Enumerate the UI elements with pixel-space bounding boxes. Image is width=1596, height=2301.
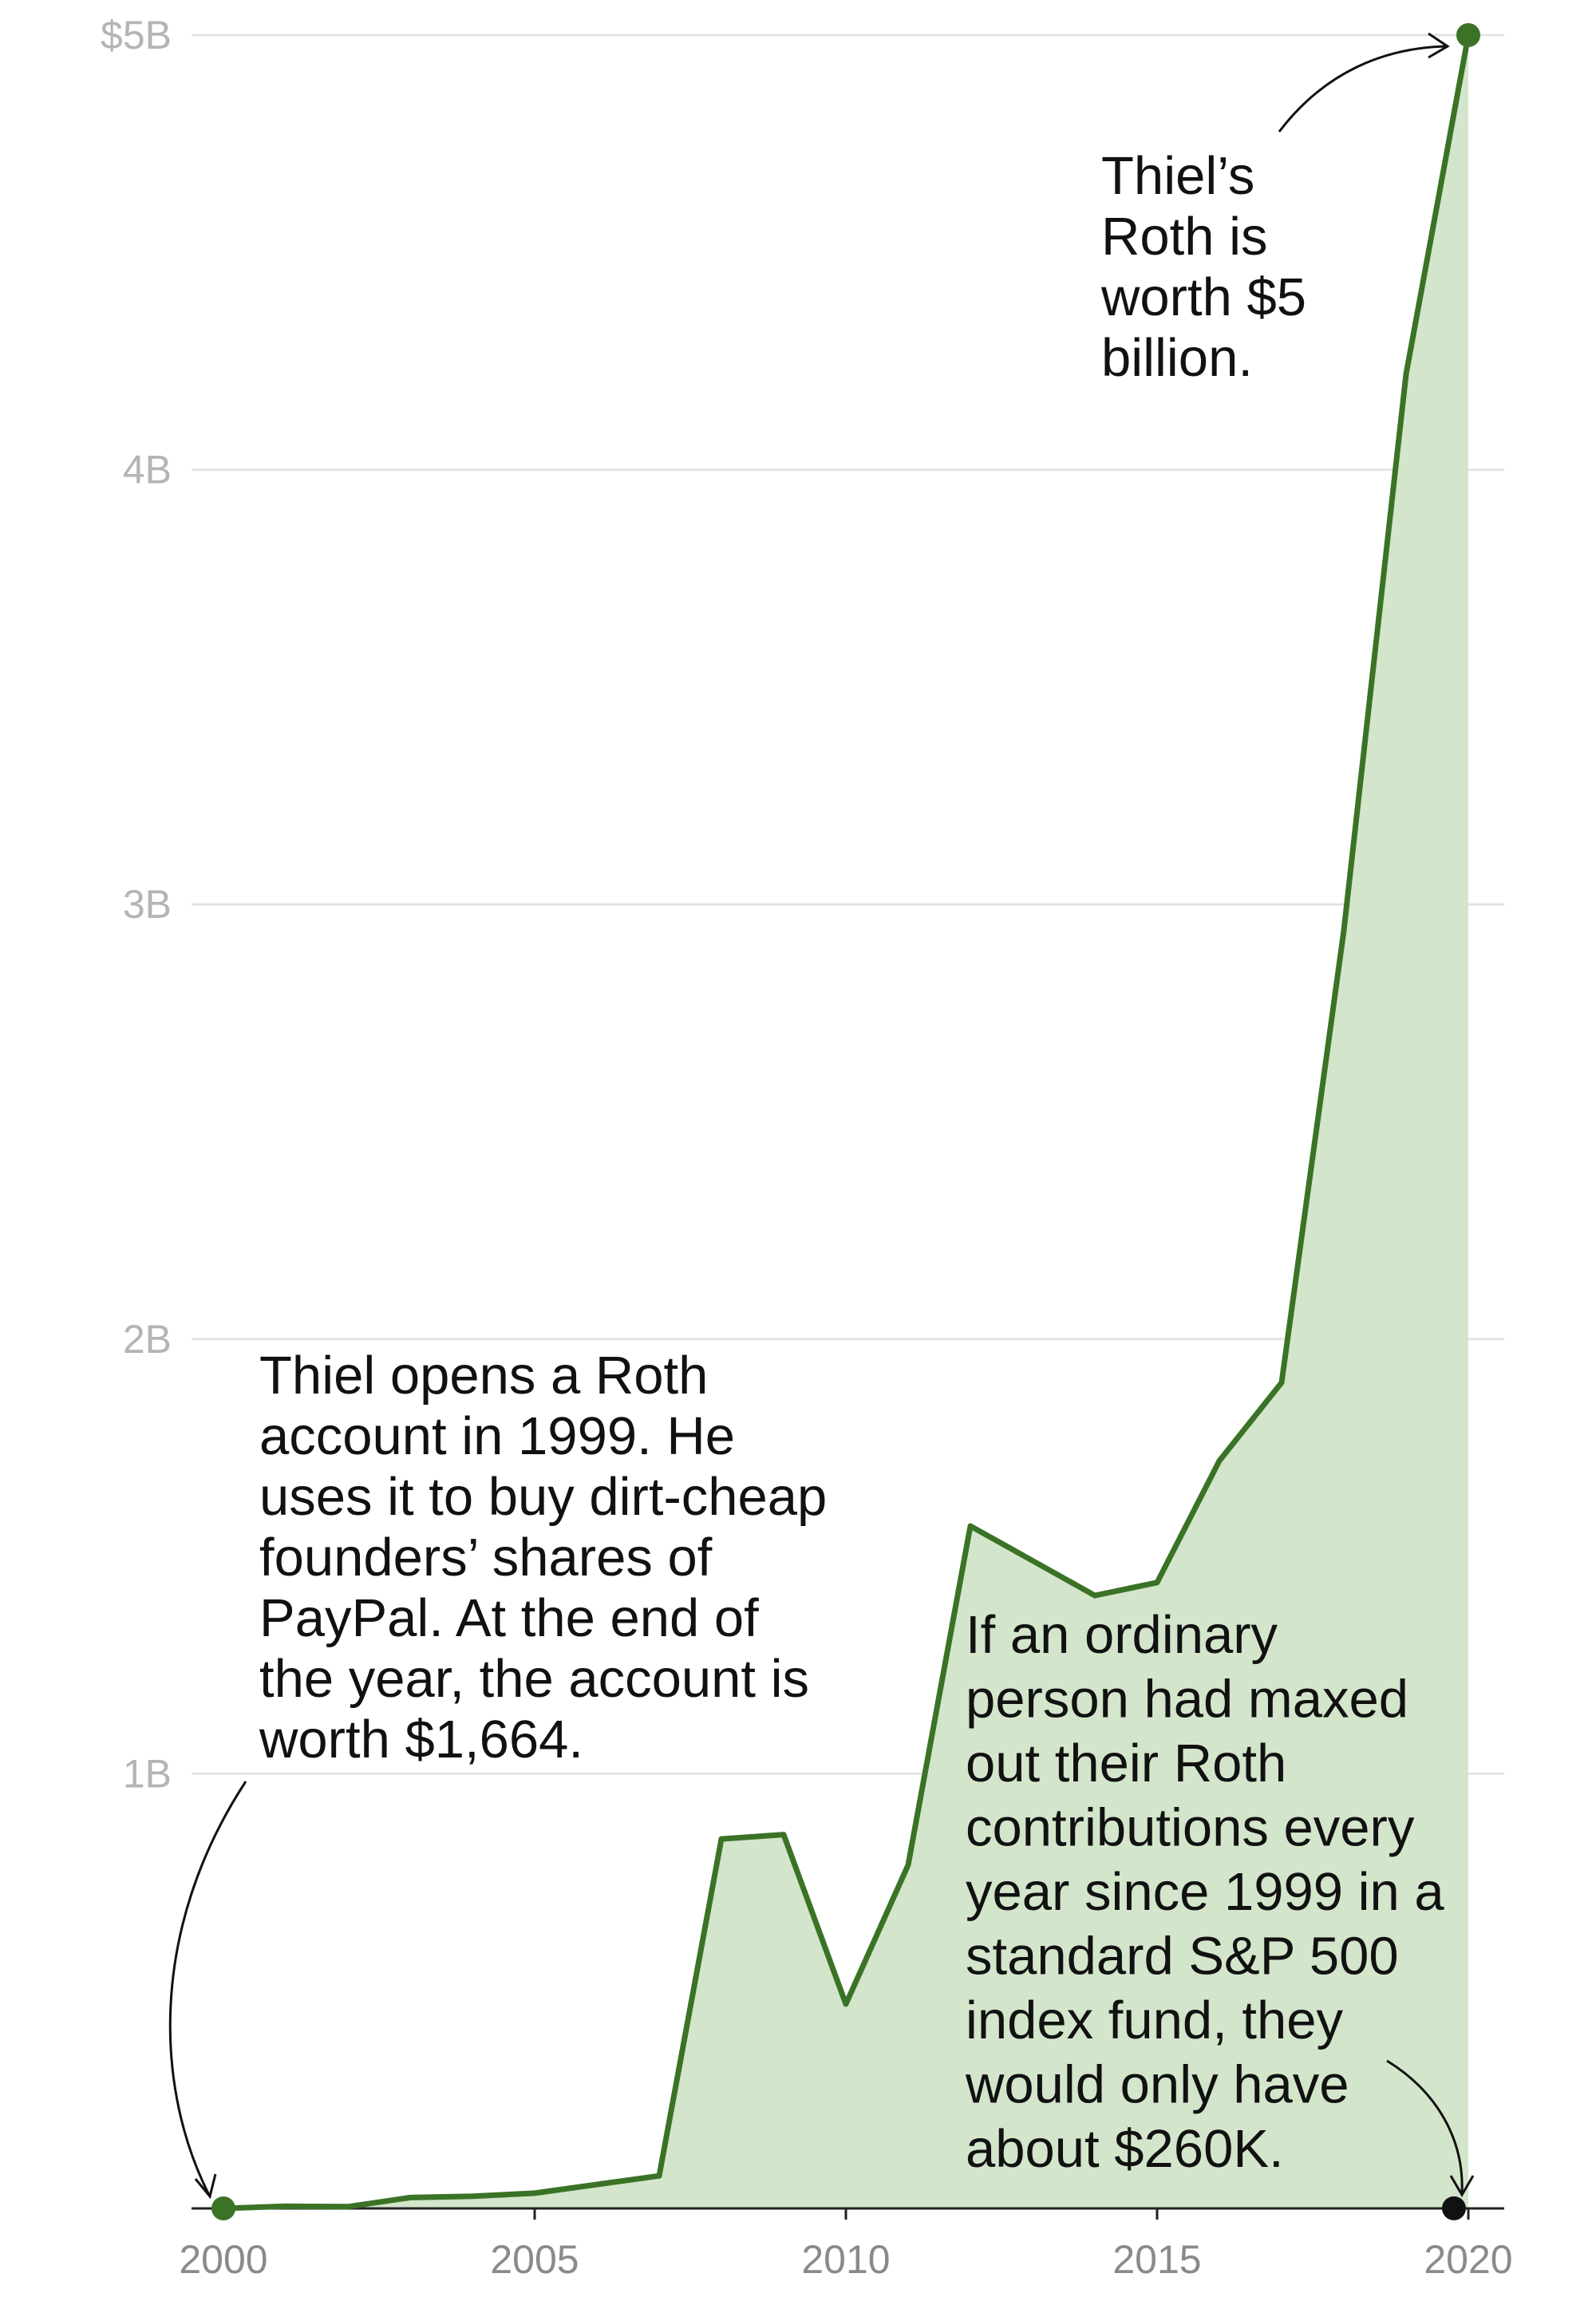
annotation-comparison: If an ordinary person had maxed out their … — [965, 1605, 1444, 2179]
annotation-line: contributions every — [966, 1798, 1415, 1858]
roth-value-line — [223, 34, 1472, 2212]
y-axis-tick-labels: $5B 4B 3B 2B 1B — [101, 13, 172, 1796]
y-tick-label: 3B — [123, 882, 172, 927]
annotation-line: Thiel’s — [1101, 146, 1254, 206]
data-points — [211, 23, 1480, 2220]
annotation-line: about $260K. — [966, 2119, 1284, 2179]
annotation-end: Thiel’s Roth is worth $5 billion. — [1100, 146, 1306, 388]
annotation-line: billion. — [1101, 328, 1253, 388]
y-tick-label: $5B — [101, 13, 172, 57]
annotation-line: founders’ shares of — [259, 1528, 713, 1587]
start-point — [211, 2196, 235, 2220]
annotation-line: account in 1999. He — [259, 1406, 735, 1466]
arrow-comparison — [1386, 2059, 1464, 2194]
x-tick-label: 2010 — [801, 2237, 890, 2282]
annotation-line: If an ordinary — [966, 1605, 1278, 1665]
y-tick-label: 4B — [123, 448, 172, 492]
annotation-line: standard S&P 500 — [966, 1927, 1399, 1987]
annotation-line: year since 1999 in a — [966, 1862, 1444, 1922]
x-tick-label: 2020 — [1424, 2237, 1512, 2282]
x-tick-label: 2005 — [490, 2237, 579, 2282]
annotation-line: out their Roth — [966, 1734, 1286, 1793]
arrow-comparison-head — [1449, 2175, 1475, 2197]
annotation-line: worth $5 — [1100, 267, 1306, 327]
annotation-line: worth $1,664. — [259, 1710, 583, 1769]
annotation-line: Roth is — [1101, 207, 1268, 267]
y-tick-label: 2B — [123, 1317, 172, 1362]
annotation-line: Thiel opens a Roth — [259, 1346, 708, 1406]
x-tick-label: 2015 — [1112, 2237, 1201, 2282]
arrow-start — [168, 1781, 247, 2197]
arrow-start-head — [194, 2173, 217, 2200]
annotation-start: Thiel opens a Roth account in 1999. He use… — [259, 1346, 827, 1769]
arrow-end-head — [1428, 32, 1450, 59]
y-tick-label: 1B — [123, 1751, 172, 1796]
annotation-line: uses it to buy dirt-cheap — [259, 1467, 827, 1527]
annotation-line: index fund, they — [966, 1991, 1344, 2050]
arrow-end — [1278, 45, 1447, 132]
ordinary-person-point — [1442, 2196, 1466, 2220]
annotation-line: the year, the account is — [259, 1649, 809, 1709]
x-axis-ticks: 2000 2005 2010 2015 2020 — [179, 2208, 1513, 2282]
annotation-line: would only have — [965, 2055, 1349, 2115]
annotation-line: PayPal. At the end of — [259, 1588, 759, 1648]
x-tick-label: 2000 — [179, 2237, 267, 2282]
annotation-arrows — [168, 32, 1475, 2200]
roth-value-area — [223, 35, 1468, 2208]
annotation-line: person had maxed — [966, 1670, 1408, 1730]
end-point — [1456, 23, 1480, 47]
